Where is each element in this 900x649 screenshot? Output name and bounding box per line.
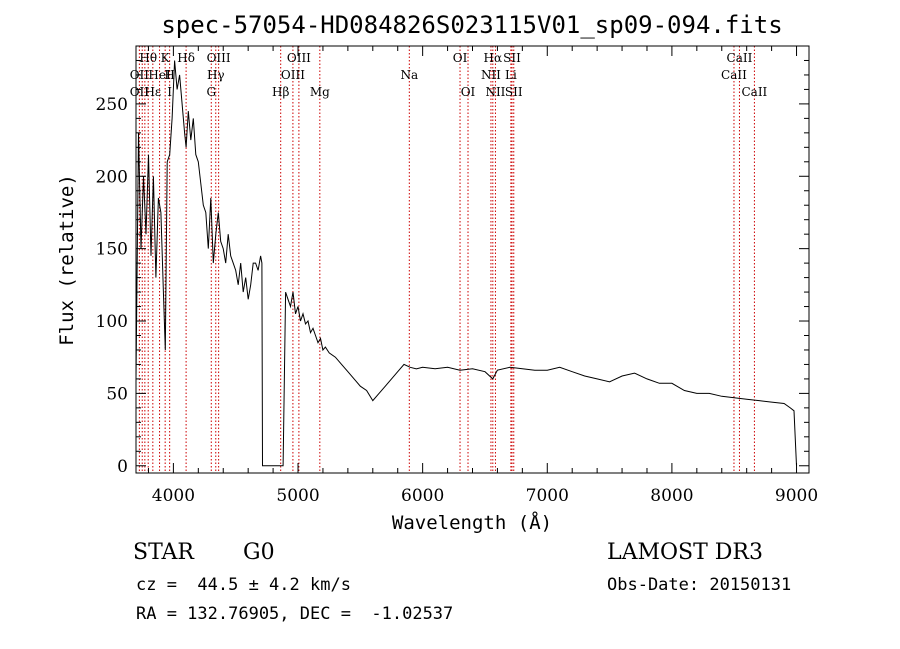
y-tick-label: 200 <box>96 167 128 187</box>
y-tick-label: 250 <box>96 95 128 115</box>
spectral-line-label: OII <box>130 85 150 99</box>
spectral-line-label: CaII <box>741 85 767 99</box>
spectral-line-markers <box>138 46 755 473</box>
spectrum-series-line <box>135 60 797 467</box>
obs-date: Obs-Date: 20150131 <box>607 575 791 595</box>
spectral-line-label: CaII <box>721 68 747 82</box>
spectral-line-label: Hβ <box>272 85 289 99</box>
object-class: STAR <box>133 540 195 565</box>
coordinates: RA = 132.76905, DEC = -1.02537 <box>136 604 453 624</box>
spectral-line-label: SII <box>505 85 523 99</box>
object-subclass: G0 <box>243 540 275 565</box>
spectral-line-label: H <box>164 68 174 82</box>
x-axis-label: Wavelength (Å) <box>392 511 552 534</box>
spectral-line-label: NII <box>485 85 505 99</box>
spectral-line-label: OI <box>453 51 468 65</box>
x-tick-label: 5000 <box>276 486 319 506</box>
x-tick-label: 6000 <box>401 486 444 506</box>
spectral-line-label: SII <box>503 51 521 65</box>
spectral-line-label: Na <box>400 68 418 82</box>
spectral-line-label: Hε <box>144 85 161 99</box>
x-tick-label: 9000 <box>775 486 818 506</box>
spectral-line-label: HeI <box>148 68 171 82</box>
y-axis: 0 50 100 150 200 250 <box>96 59 809 477</box>
y-tick-label: 50 <box>106 384 128 404</box>
spectral-line-label: OIII <box>281 68 305 82</box>
plot-frame <box>135 45 810 474</box>
spectral-line-label: Hα <box>484 51 503 65</box>
spectral-line-label: OIII <box>207 51 231 65</box>
chart-title: spec-57054-HD084826S023115V01_sp09-094.f… <box>161 11 782 39</box>
x-axis: 4000 5000 6000 7000 8000 9000 <box>147 46 818 506</box>
spectral-line-label: G <box>206 85 216 99</box>
spectral-line-label: Mg <box>310 85 330 99</box>
spectral-line-label: OIII <box>287 51 311 65</box>
y-tick-label: 150 <box>96 240 128 260</box>
spectral-line-label: K <box>161 51 171 65</box>
y-tick-label: 100 <box>96 312 128 332</box>
x-tick-label: 8000 <box>650 486 693 506</box>
spectral-line-label: Hθ <box>139 51 157 65</box>
survey-name: LAMOST DR3 <box>607 540 763 565</box>
redshift-readout: cz = 44.5 ± 4.2 km/s <box>136 575 351 595</box>
x-tick-label: 4000 <box>152 486 195 506</box>
spectral-line-label: NII <box>481 68 501 82</box>
y-axis-label: Flux (relative) <box>56 174 78 346</box>
spectral-line-label: CaII <box>727 51 753 65</box>
spectral-line-label: Li <box>505 68 517 82</box>
spectral-line-label: Hδ <box>177 51 195 65</box>
spectral-line-label: OI <box>461 85 476 99</box>
x-tick-label: 7000 <box>526 486 569 506</box>
spectral-line-label: Hγ <box>207 68 225 82</box>
y-tick-label: 0 <box>117 457 128 477</box>
spectral-line-label: I <box>167 85 172 99</box>
